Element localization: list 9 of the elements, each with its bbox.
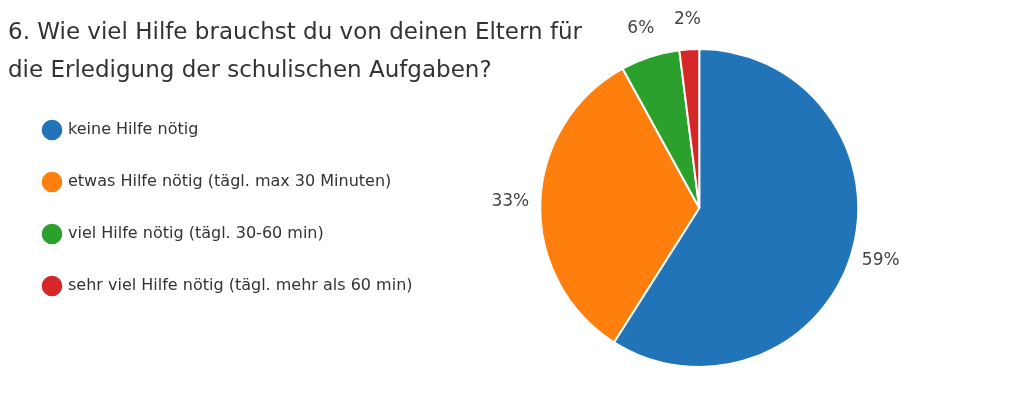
legend-label: etwas Hilfe nötig (tägl. max 30 Minuten): [68, 171, 392, 191]
legend-label: viel Hilfe nötig (tägl. 30-60 min): [68, 223, 324, 243]
data-label: 59%: [861, 249, 900, 270]
data-label: 2%: [673, 7, 701, 28]
text: 6. Wie viel Hilfe brauchst du von deinen Eltern für die Erledigung der schulischen Aufgaben?: [8, 17, 584, 84]
legend-label: keine Hilfe nötig: [68, 119, 199, 139]
legend-label: sehr viel Hilfe nötig (tägl. mehr als 60 min): [68, 275, 413, 295]
data-label: 6%: [627, 16, 655, 37]
data-label: 33%: [491, 190, 530, 211]
